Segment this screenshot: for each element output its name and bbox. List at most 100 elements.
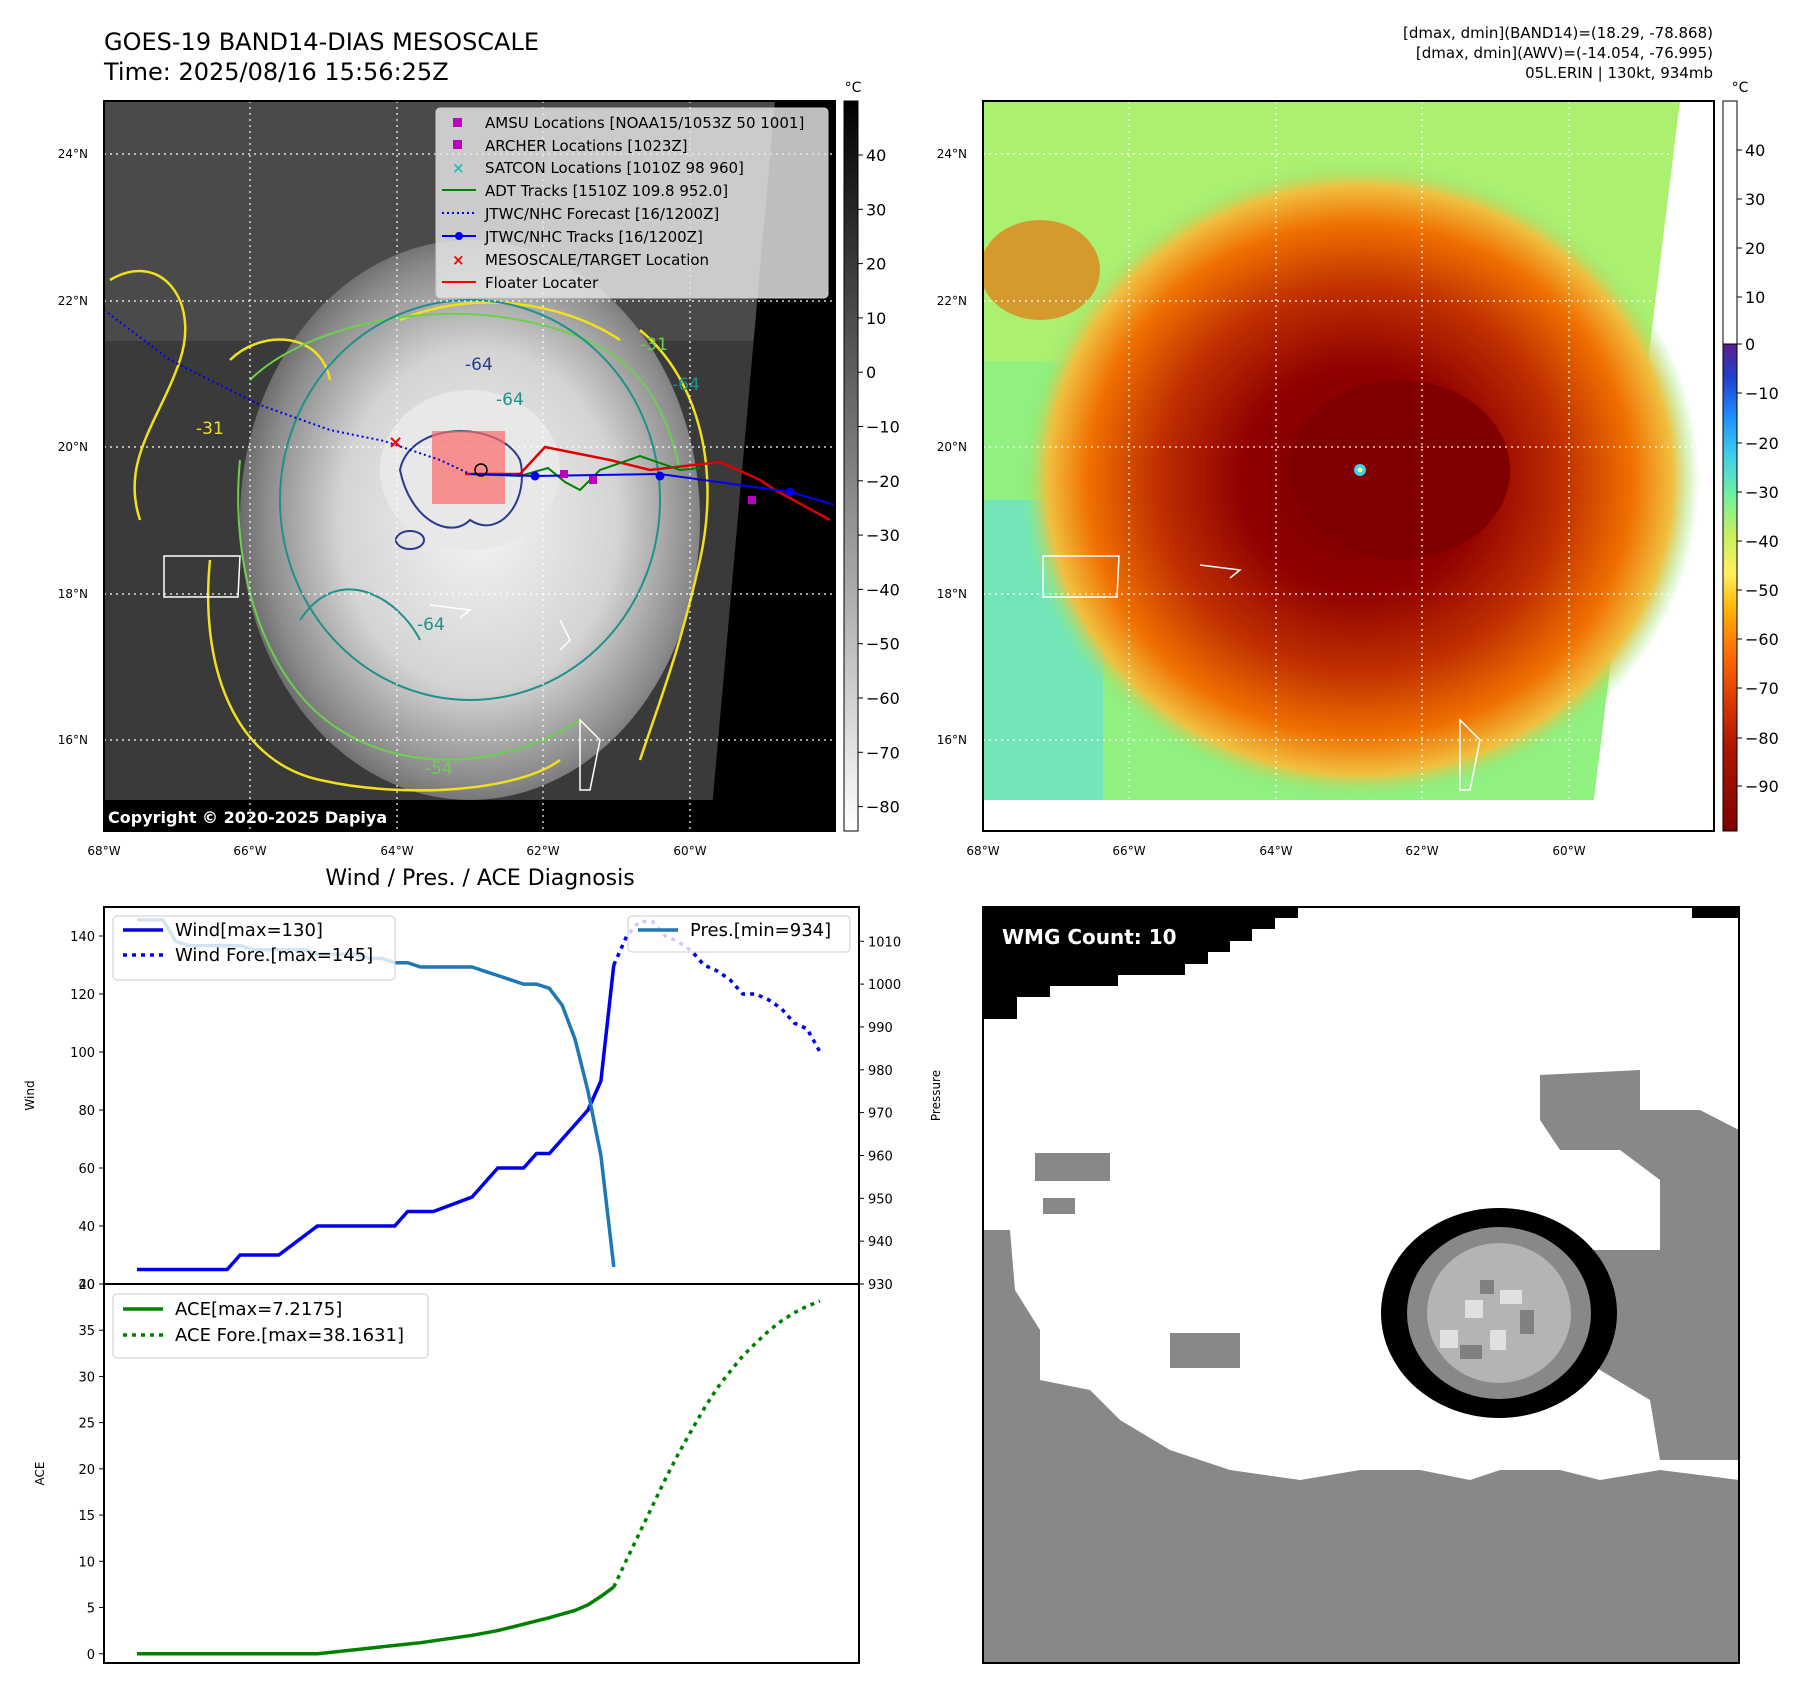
lon-tick-label: 66°W bbox=[233, 844, 266, 858]
legend-label: AMSU Locations [NOAA15/1053Z 50 1001] bbox=[485, 114, 804, 132]
ir-color-map bbox=[983, 101, 1714, 831]
legend-label: Wind Fore.[max=145] bbox=[175, 945, 373, 966]
series-line bbox=[137, 964, 616, 1272]
colorbar-tick-label: −70 bbox=[1745, 679, 1779, 698]
y-tick-label: 40 bbox=[78, 1278, 95, 1293]
y-tick-label: 35 bbox=[78, 1324, 95, 1339]
map2-frame bbox=[982, 100, 1715, 832]
colorbar-tick-label: −90 bbox=[1745, 777, 1779, 796]
y-tick-label: 15 bbox=[78, 1509, 95, 1524]
colorbar-tick-label: −20 bbox=[1745, 434, 1779, 453]
colorbar-tick-label: 10 bbox=[1745, 288, 1765, 307]
contour-labels: -64 -64 -64 -31 -64 -54 -31 bbox=[196, 335, 700, 779]
info-line-3: 05L.ERIN | 130kt, 934mb bbox=[1525, 64, 1713, 82]
figure-time: Time: 2025/08/16 15:56:25Z bbox=[103, 58, 449, 86]
lon-tick-label: 64°W bbox=[1259, 844, 1292, 858]
adt-track bbox=[469, 454, 701, 492]
colorbar-tick-label: −30 bbox=[1745, 483, 1779, 502]
y2-tick-label: 970 bbox=[868, 1107, 893, 1122]
y-tick-label: 20 bbox=[78, 1278, 95, 1293]
legend-label: MESOSCALE/TARGET Location bbox=[485, 251, 709, 269]
ace-legend: ACE[max=7.2175] ACE Fore.[max=38.1631] bbox=[112, 1293, 429, 1359]
wind-legend: Wind[max=130] Wind Fore.[max=145] bbox=[112, 915, 396, 981]
wmg-panel: WMG Count: 10 bbox=[982, 906, 1740, 1664]
graticule-2 bbox=[983, 101, 1714, 831]
legend-label: JTWC/NHC Tracks [16/1200Z] bbox=[484, 228, 703, 246]
figure-title: GOES-19 BAND14-DIAS MESOSCALE bbox=[104, 28, 539, 56]
y-tick-label: 60 bbox=[78, 1162, 95, 1177]
colorbar-tick-label: −60 bbox=[866, 689, 900, 708]
legend-label: ADT Tracks [1510Z 109.8 952.0] bbox=[485, 182, 728, 200]
lon-tick-label: 62°W bbox=[1405, 844, 1438, 858]
lat-tick-label: 16°N bbox=[937, 733, 967, 747]
contour-label: -64 bbox=[496, 390, 524, 410]
lat-tick-label: 24°N bbox=[937, 147, 967, 161]
series-line bbox=[612, 919, 822, 1053]
colorbar-tick-label: 10 bbox=[866, 309, 886, 328]
colorbar-tick-label: 40 bbox=[1745, 141, 1765, 160]
contour-label: -64 bbox=[672, 375, 700, 395]
series-line bbox=[137, 1585, 615, 1656]
colorbar-tick-label: −50 bbox=[1745, 581, 1779, 600]
colorbar-tick-label: −40 bbox=[1745, 532, 1779, 551]
y-tick-label: 120 bbox=[70, 988, 95, 1003]
colorbar-tick-label: −30 bbox=[866, 526, 900, 545]
map1-frame bbox=[103, 100, 836, 832]
colorbar-tick-label: −80 bbox=[866, 798, 900, 817]
y2-tick-label: 940 bbox=[868, 1235, 893, 1250]
lat-tick-label: 24°N bbox=[58, 147, 88, 161]
y-tick-label: 10 bbox=[78, 1555, 95, 1570]
lon-tick-label: 66°W bbox=[1112, 844, 1145, 858]
lat-tick-label: 18°N bbox=[58, 587, 88, 601]
wmg-count: WMG Count: 10 bbox=[1002, 925, 1177, 949]
legend-label: Floater Locater bbox=[485, 274, 599, 292]
contour-label: -31 bbox=[640, 335, 668, 355]
colorbar-tick-label: −10 bbox=[1745, 384, 1779, 403]
lat-tick-label: 20°N bbox=[937, 440, 967, 454]
color-colorbar: °C 40 30 20 10 0 −10 −20 −30 −40 −50 −60 −70 −80 −90 bbox=[1722, 80, 1779, 832]
colorbar-unit: °C bbox=[1732, 80, 1749, 96]
colorbar-tick-label: 0 bbox=[1745, 335, 1755, 354]
lat-tick-label: 22°N bbox=[937, 294, 967, 308]
colorbar-tick-label: 20 bbox=[1745, 239, 1765, 258]
copyright: Copyright © 2020-2025 Dapiya bbox=[108, 808, 387, 827]
colorbar-tick-label: −40 bbox=[866, 580, 900, 599]
legend-label: ARCHER Locations [1023Z] bbox=[485, 137, 688, 155]
y2-tick-label: 980 bbox=[868, 1064, 893, 1079]
lat-tick-label: 16°N bbox=[58, 733, 88, 747]
legend-label: Pres.[min=934] bbox=[690, 920, 831, 941]
colorbar-tick-label: −10 bbox=[866, 418, 900, 437]
y-tick-label: 20 bbox=[78, 1463, 95, 1478]
y-axis-label: Wind bbox=[23, 1080, 37, 1110]
y2-tick-label: 960 bbox=[868, 1149, 893, 1164]
contour-label: -64 bbox=[417, 615, 445, 635]
colorbar-tick-label: −70 bbox=[866, 743, 900, 762]
y-tick-label: 140 bbox=[70, 930, 95, 945]
y-tick-label: 30 bbox=[78, 1370, 95, 1385]
colorbar-tick-label: 40 bbox=[866, 146, 886, 165]
lat-tick-label: 18°N bbox=[937, 587, 967, 601]
series-line bbox=[612, 1299, 821, 1588]
lon-tick-label: 68°W bbox=[966, 844, 999, 858]
mesoscale-target-box bbox=[432, 431, 505, 504]
y2-tick-label: 950 bbox=[868, 1192, 893, 1207]
lon-tick-label: 60°W bbox=[1552, 844, 1585, 858]
forecast-track bbox=[104, 309, 471, 475]
colorbar-tick-label: 0 bbox=[866, 363, 876, 382]
legend-label: JTWC/NHC Forecast [16/1200Z] bbox=[484, 205, 719, 223]
y2-axis-label: Pressure bbox=[929, 1070, 943, 1121]
colorbar-tick-label: 30 bbox=[866, 200, 886, 219]
contour-label: -54 bbox=[425, 759, 453, 779]
y2-tick-label: 1010 bbox=[868, 935, 901, 950]
y2-tick-label: 990 bbox=[868, 1021, 893, 1036]
colorbar-tick-label: 20 bbox=[866, 255, 886, 274]
y-tick-label: 80 bbox=[78, 1104, 95, 1119]
lat-tick-label: 20°N bbox=[58, 440, 88, 454]
colorbar-tick-label: −50 bbox=[866, 635, 900, 654]
contour-label: -31 bbox=[196, 419, 224, 439]
svg-text:×: × bbox=[452, 159, 465, 177]
legend-label: ACE[max=7.2175] bbox=[175, 1299, 342, 1320]
lon-tick-label: 68°W bbox=[87, 844, 120, 858]
contour-label: -64 bbox=[465, 355, 493, 375]
